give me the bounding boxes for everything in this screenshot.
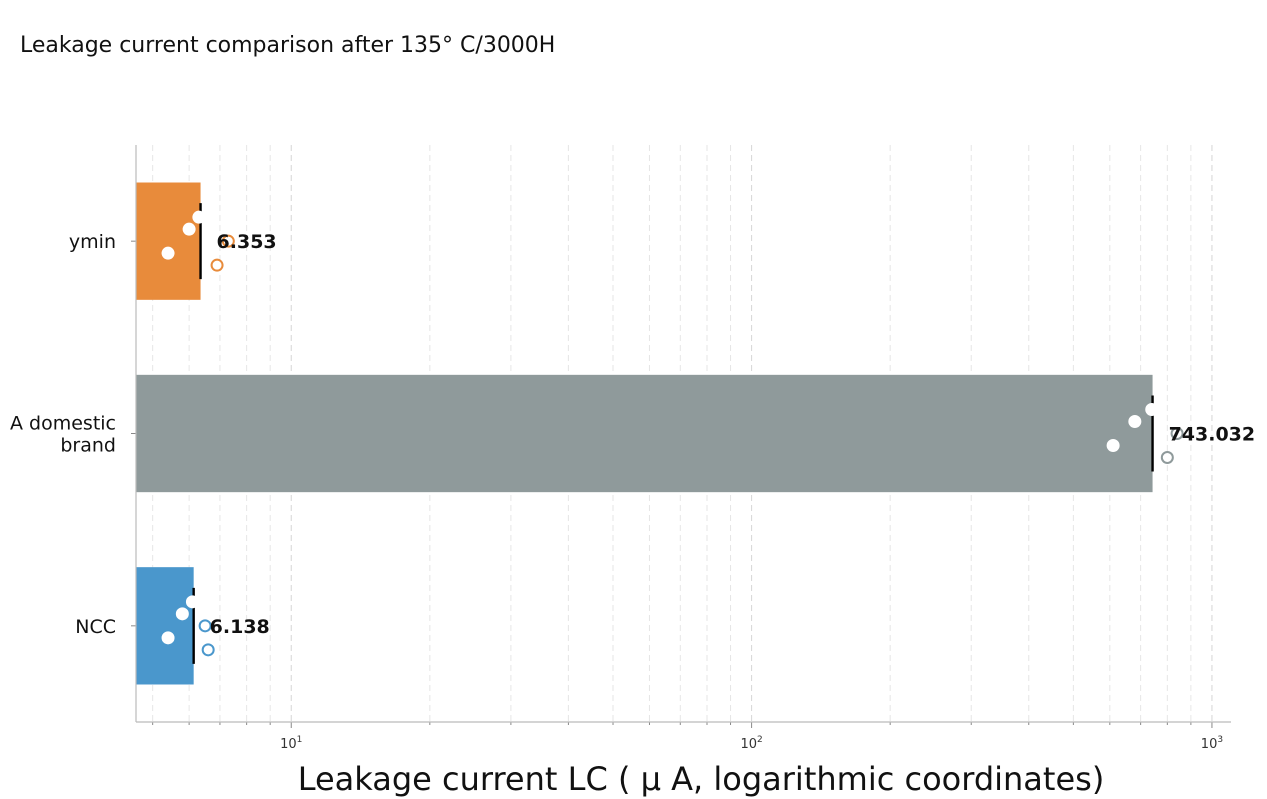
data-point — [1128, 415, 1142, 428]
data-point — [1145, 403, 1159, 416]
value-label: 6.138 — [210, 616, 270, 638]
x-axis-label: Leakage current LC ( μ A, logarithmic co… — [298, 760, 1105, 798]
value-label: 6.353 — [217, 231, 277, 253]
data-point — [192, 210, 206, 224]
category-label: ymin — [69, 231, 116, 253]
data-point — [175, 607, 189, 621]
data-point — [161, 631, 175, 645]
data-point — [201, 643, 215, 657]
x-tick-label: 103 — [1201, 735, 1223, 752]
chart-title: Leakage current comparison after 135° C/… — [20, 33, 555, 58]
x-tick-label: 101 — [280, 735, 302, 752]
data-point — [185, 595, 199, 609]
bar-ymin — [136, 182, 201, 300]
data-point — [210, 258, 224, 272]
grid-lines — [152, 145, 1213, 728]
data-point — [198, 619, 212, 633]
data-points — [161, 210, 1184, 657]
data-point — [221, 234, 235, 248]
category-label: brand — [60, 435, 116, 457]
category-label: A domestic — [10, 413, 116, 435]
x-tick-label: 102 — [740, 735, 762, 752]
data-point — [161, 246, 175, 260]
bar-ncc — [136, 567, 194, 685]
value-label: 743.032 — [1169, 424, 1256, 446]
data-point — [1160, 451, 1174, 464]
data-point — [182, 222, 196, 236]
bar-a-domestic-brand — [136, 374, 1153, 493]
x-ticks: 101 102 103 — [280, 735, 1223, 752]
data-point — [1106, 439, 1120, 452]
bars — [131, 182, 1154, 685]
category-label: NCC — [75, 616, 116, 638]
data-point — [1170, 427, 1184, 440]
